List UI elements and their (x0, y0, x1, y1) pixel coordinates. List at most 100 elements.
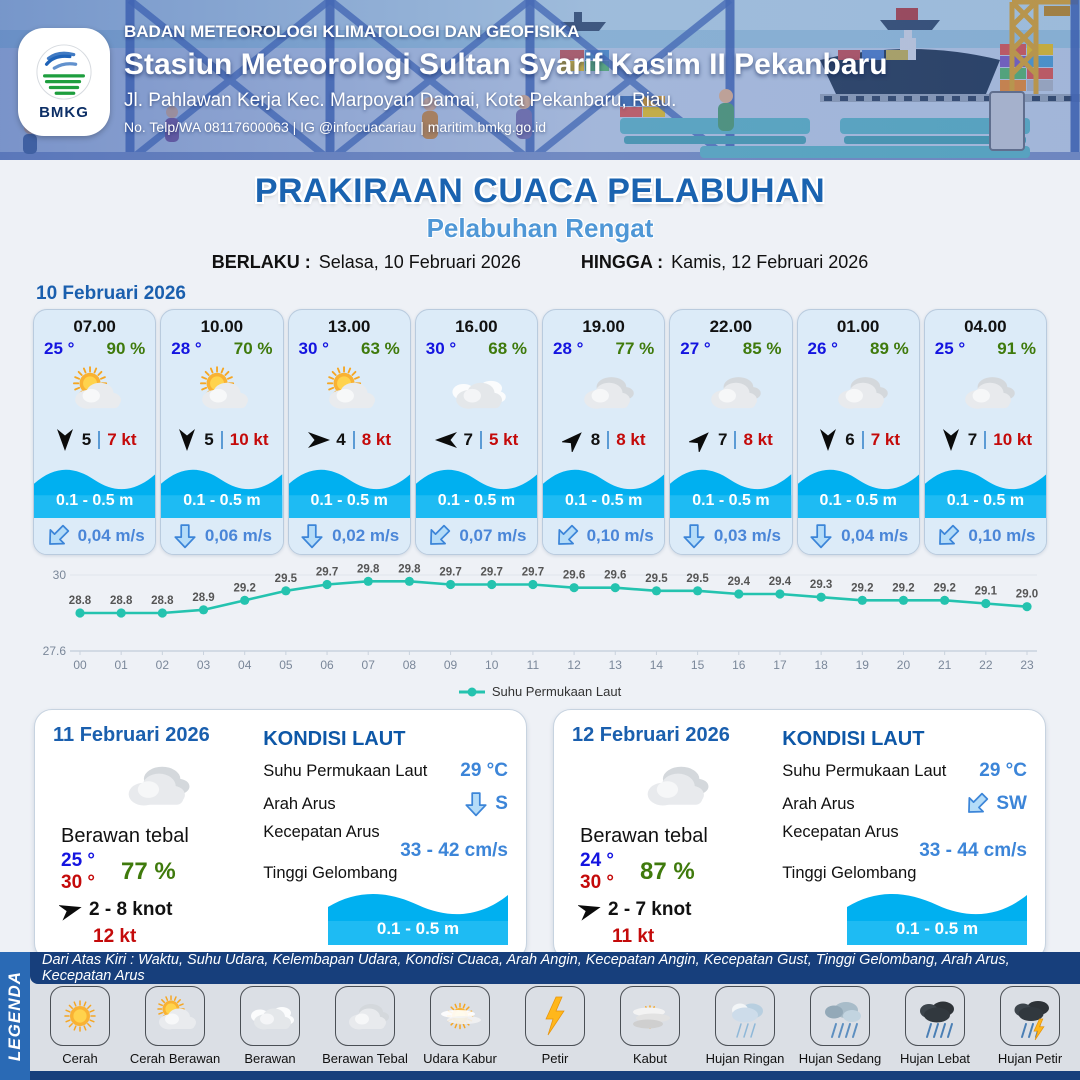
legend-item-label: Cerah (62, 1051, 98, 1066)
separator (352, 431, 355, 450)
legend-item-label: Petir (541, 1051, 569, 1066)
gust-speed: 8 kt (743, 430, 773, 450)
current-direction-icon (964, 791, 990, 817)
svg-text:28.8: 28.8 (69, 595, 92, 607)
weather-icon (161, 361, 282, 424)
sst-label: Suhu Permukaan Laut (263, 761, 428, 780)
sst-value: 29 °C (979, 760, 1027, 781)
separator (607, 431, 610, 450)
wind-row: 7 5 kt (416, 426, 537, 455)
svg-text:09: 09 (444, 658, 458, 672)
svg-text:28.9: 28.9 (192, 592, 214, 604)
wave-height-band: 0.1 - 0.5 m (670, 459, 792, 518)
wave-icon (924, 469, 1046, 518)
wave-height: 0.1 - 0.5 m (819, 491, 897, 509)
header-overlay (0, 0, 1080, 160)
forecast-time: 01.00 (836, 317, 880, 336)
bmkg-logo-icon (36, 44, 92, 100)
current-row: 0,06 m/s (161, 517, 283, 554)
current-direction-icon (554, 523, 580, 549)
humidity: 87 % (640, 858, 695, 885)
svg-text:29.6: 29.6 (604, 570, 626, 582)
current-speed: 0,06 m/s (204, 525, 272, 545)
gust-speed: 11 kt (612, 926, 655, 947)
wave-height-band: 0.1 - 0.5 m (288, 459, 410, 518)
current-direction-icon (935, 523, 961, 549)
wave-icon (797, 469, 919, 518)
humidity: 85 % (742, 339, 782, 358)
humidity: 91 % (997, 339, 1036, 358)
gust-speed: 8 kt (361, 430, 391, 450)
current-direction-icon (426, 523, 452, 549)
current-speed: 0,02 m/s (332, 525, 400, 545)
wave-height: 0.1 - 0.5 m (946, 491, 1025, 509)
current-row: 0,04 m/s (34, 517, 156, 554)
svg-text:29.0: 29.0 (1016, 589, 1038, 601)
wind-direction-icon (577, 898, 602, 922)
current-row: 0,10 m/s (543, 517, 665, 554)
forecast-card: 16.00 30 ° 68 % 7 5 kt 0.1 - 0.5 m (414, 309, 538, 555)
wind-direction-icon (816, 428, 840, 452)
forecast-card: 13.00 30 ° 63 % 4 8 kt 0.1 - 0.5 m (287, 309, 411, 555)
svg-text:28.8: 28.8 (110, 595, 133, 607)
wind-range: 2 - 7 knot (608, 899, 692, 920)
legend-item: Petir (510, 986, 600, 1066)
gust-speed: 10 kt (993, 430, 1032, 450)
svg-text:23: 23 (1020, 658, 1034, 672)
separator (984, 431, 987, 450)
current-direction-icon (299, 523, 325, 549)
agency-name: BADAN METEOROLOGI KLIMATOLOGI DAN GEOFIS… (124, 22, 580, 41)
legend-item-label: Hujan Lebat (899, 1051, 971, 1066)
svg-text:29.2: 29.2 (851, 582, 873, 594)
svg-text:29.7: 29.7 (316, 567, 338, 579)
sst-value: 29 °C (460, 760, 508, 781)
legend-items-row: Cerah Cerah Berawan Berawan Berawan Teba… (30, 986, 1080, 1070)
temp-max: 30 ° (580, 872, 615, 893)
gust-speed: 7 kt (870, 430, 900, 450)
berlaku-value: Selasa, 10 Februari 2026 (318, 252, 521, 272)
svg-text:20: 20 (897, 658, 911, 672)
humidity: 68 % (488, 339, 527, 358)
port-name: Pelabuhan Rengat (426, 213, 654, 243)
legend-weather-icon (430, 986, 490, 1046)
wind-row: 5 10 kt (161, 426, 282, 455)
svg-text:29.4: 29.4 (769, 576, 792, 588)
wind-direction-icon (53, 428, 77, 452)
svg-text:29.2: 29.2 (892, 582, 914, 594)
current-speed: 33 - 42 cm/s (400, 840, 508, 861)
legend-item: Hujan Lebat (890, 986, 980, 1066)
svg-text:27.6: 27.6 (43, 644, 67, 658)
chart-legend-label: Suhu Permukaan Laut (491, 684, 622, 699)
wave-icon (34, 469, 156, 518)
svg-text:29.3: 29.3 (810, 579, 832, 591)
forecast-card: 10.00 28 ° 70 % 5 10 kt 0.1 - 0.5 m (160, 309, 284, 555)
daily-summary-row: 11 Februari 2026 Berawan tebal 25 ° 30 °… (0, 699, 1080, 961)
legend-item-label: Berawan Tebal (322, 1051, 408, 1066)
svg-text:10: 10 (485, 658, 499, 672)
svg-text:22: 22 (979, 658, 993, 672)
gust-speed: 7 kt (107, 430, 137, 450)
separator (861, 431, 864, 450)
wave-height-band: 0.1 - 0.5 m (797, 459, 919, 518)
wind-direction-icon (434, 428, 458, 452)
legend-item-label: Cerah Berawan (129, 1051, 221, 1066)
wave-height: 0.1 - 0.5 m (437, 491, 516, 509)
wave-icon (543, 469, 665, 518)
svg-text:04: 04 (238, 658, 252, 672)
wave-height: 0.1 - 0.5 m (310, 491, 388, 509)
legend-item-label: Kabut (633, 1051, 667, 1066)
current-direction-icon (463, 791, 489, 817)
legend-weather-icon (145, 986, 205, 1046)
svg-text:29.8: 29.8 (398, 563, 421, 575)
wave-height: 0.1 - 0.5 m (895, 919, 979, 938)
footer-bottom-strip (0, 1071, 1080, 1080)
current-direction-icon (681, 523, 707, 549)
current-speed: 33 - 44 cm/s (919, 840, 1027, 861)
svg-text:01: 01 (114, 658, 128, 672)
wind-row: 8 8 kt (543, 426, 664, 455)
day1-date: 10 Februari 2026 (36, 283, 186, 304)
legend-item-label: Udara Kabur (423, 1051, 497, 1066)
sst-chart-block: 30 27.6 28.8 00 28.8 01 28.8 02 28.9 03 29.2 04 29.5… (0, 555, 1080, 699)
wave-height: 0.1 - 0.5 m (376, 919, 460, 938)
header-banner: BMKG BADAN METEOROLOGI KLIMATOLOGI DAN G… (0, 0, 1080, 160)
